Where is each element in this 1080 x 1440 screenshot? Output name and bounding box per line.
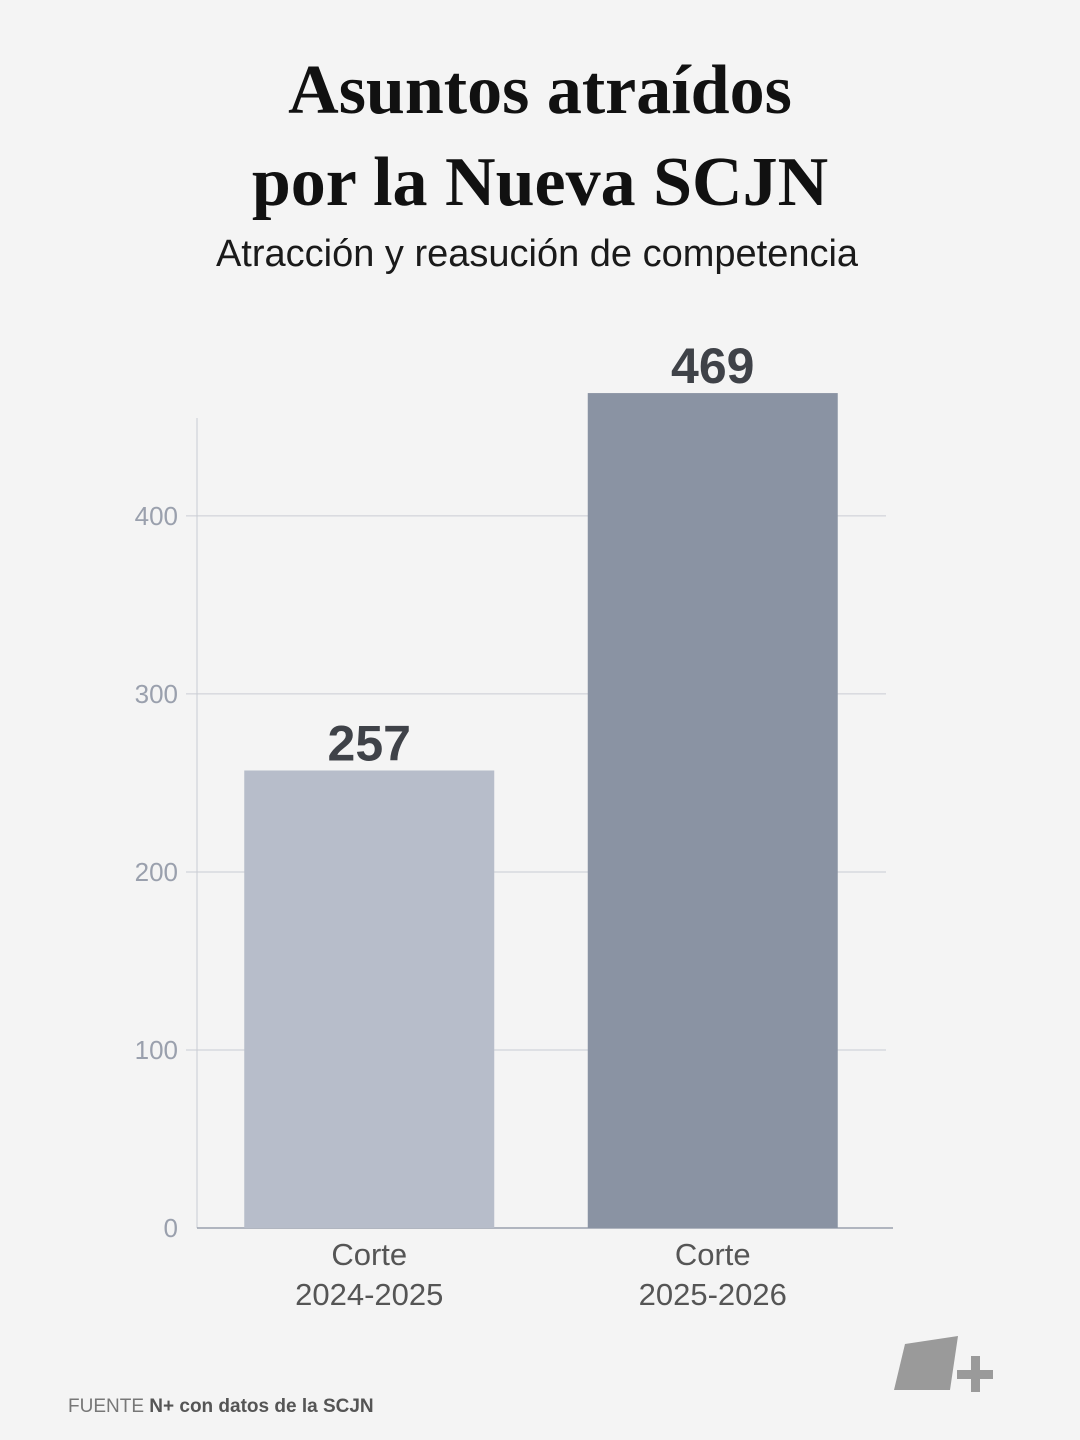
source-text: N+ con datos de la SCJN bbox=[149, 1396, 373, 1417]
chart-subtitle: Atracción y reasución de competencia bbox=[216, 233, 859, 275]
logo bbox=[894, 1336, 993, 1392]
source: FUENTE N+ con datos de la SCJN bbox=[68, 1396, 374, 1417]
value-label: 469 bbox=[671, 338, 754, 394]
bar bbox=[244, 770, 495, 1228]
chart-title: Asuntos atraídos por la Nueva SCJN bbox=[252, 52, 828, 221]
y-tick-label: 200 bbox=[135, 857, 178, 887]
x-tick-label: Corte 2024-2025 bbox=[295, 1237, 443, 1312]
y-tick-label: 100 bbox=[135, 1035, 178, 1065]
value-label: 257 bbox=[328, 715, 411, 771]
source-label: FUENTE bbox=[68, 1396, 144, 1417]
x-tick-label: Corte 2025-2026 bbox=[639, 1237, 787, 1312]
y-tick-label: 300 bbox=[135, 679, 178, 709]
y-tick-label: 0 bbox=[164, 1213, 178, 1243]
bar bbox=[587, 393, 838, 1229]
y-tick-label: 400 bbox=[135, 501, 178, 531]
